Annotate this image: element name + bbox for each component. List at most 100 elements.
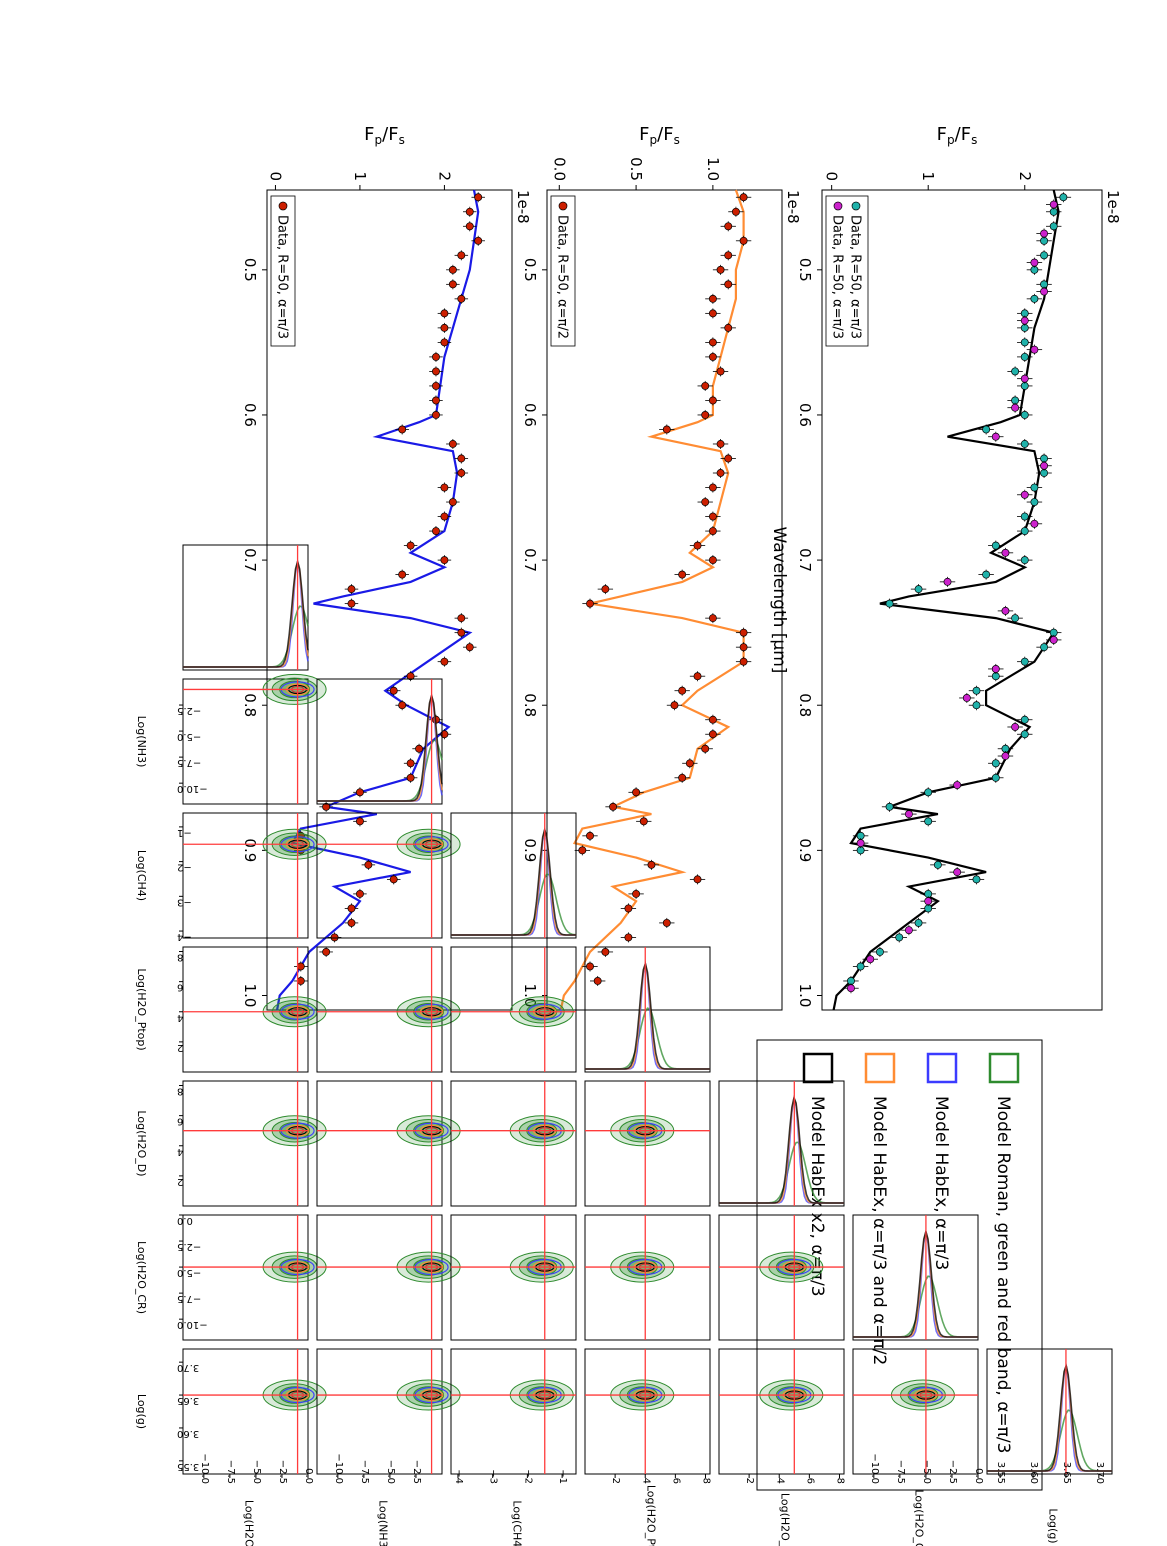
corner-ytick-label: 3.70 — [177, 1362, 199, 1373]
spectrum-top-data-point — [457, 294, 466, 303]
spectrum-middle-ylabel: Fp/Fs — [639, 124, 680, 147]
spectrum-top-data-point — [406, 541, 415, 550]
spectrum-middle-data-point — [586, 831, 594, 840]
spectrum-middle-data-point — [624, 933, 633, 942]
spectrum-middle-xtick-label: 0.8 — [521, 693, 539, 717]
corner-marginal-curve — [451, 829, 576, 936]
corner-xtick-label: −4 — [453, 1469, 464, 1484]
spectrum-bottom-data-point — [1049, 222, 1058, 231]
spectrum-top-legend-marker — [278, 201, 288, 211]
spectrum-bottom-data-point — [1049, 635, 1058, 644]
spectrum-top-data-point — [296, 977, 305, 985]
spectrum-bottom-data-point — [847, 984, 855, 993]
spectrum-bottom-data-point — [1030, 294, 1039, 303]
corner-ytick-label: −10.0 — [177, 783, 208, 794]
corner-pair-axes — [316, 1348, 443, 1475]
spectrum-top-data-point — [432, 367, 440, 376]
corner-ytick-label: 0.0 — [177, 1215, 193, 1226]
spectrum-top-data-point — [440, 556, 449, 565]
spectrum-top-ytick-label: 1 — [351, 171, 369, 181]
corner-ytick-label: 6 — [177, 1116, 183, 1127]
spectrum-bottom-data-point — [991, 541, 1000, 550]
spectrum-middle-data-point — [708, 556, 717, 565]
spectrum-middle-xtick-label: 0.9 — [521, 838, 539, 862]
spectrum-top-data-point — [398, 701, 407, 710]
corner-xtick-label: −10.0 — [869, 1453, 880, 1484]
model-legend-swatch — [802, 1052, 834, 1084]
corner-marginal-curve — [987, 1362, 1112, 1472]
corner-xtick-label: −10.0 — [199, 1453, 210, 1484]
corner-ytick-label: −2 — [177, 862, 192, 873]
spectrum-middle-data-point — [708, 352, 717, 361]
spectrum-bottom-data-point — [904, 810, 913, 819]
spectrum-bottom-data-point — [875, 947, 884, 956]
corner-pair-axes — [450, 1348, 577, 1475]
corner-xtick-label: 4 — [640, 1478, 651, 1484]
spectrum-bottom-data-point — [1040, 287, 1049, 296]
corner-pair-axes — [584, 1080, 711, 1207]
spectrum-middle-data-point — [624, 904, 633, 913]
corner-ylabel: Log(H2O_Ptop) — [135, 968, 148, 1050]
spectrum-bottom-ytick-label: 1 — [919, 171, 937, 181]
spectrum-middle-data-point — [708, 614, 717, 623]
spectrum-top-xtick-label: 0.9 — [241, 838, 259, 862]
spectrum-middle-data-point — [724, 280, 733, 289]
corner-xtick-label: −2.5 — [947, 1460, 958, 1484]
corner-pair-axes — [450, 1214, 577, 1341]
spectrum-top-xtick-label: 0.6 — [241, 403, 259, 427]
corner-ytick-label: 8 — [177, 952, 183, 963]
spectrum-top-data-point — [432, 527, 440, 536]
spectrum-middle-data-point — [662, 918, 671, 927]
spectrum-top-data-point — [406, 759, 415, 768]
spectrum-middle-data-point — [739, 643, 748, 652]
spectrum-middle-model-line — [559, 189, 745, 1011]
spectrum-bottom-data-point — [856, 839, 865, 848]
corner-xtick-label: −7.5 — [225, 1460, 236, 1484]
corner-xlabel: Log(H2O_Ptop) — [645, 1485, 658, 1546]
corner-xtick-label: −2.5 — [411, 1460, 422, 1484]
corner-ytick-label: −2.5 — [177, 1241, 201, 1252]
corner-marginal-curve — [451, 829, 576, 936]
corner-xtick-label: −3 — [488, 1469, 499, 1484]
corner-ylabel: Log(g) — [135, 1394, 148, 1429]
corner-ytick-label: 3.65 — [177, 1395, 199, 1406]
corner-ytick-label: −5.0 — [177, 1267, 201, 1278]
corner-pair-axes — [182, 1214, 309, 1341]
spectrum-bottom-data-point — [1020, 657, 1029, 666]
spectrum-bottom-xtick-label: 0.8 — [796, 693, 814, 717]
spectrum-middle-legend-label: Data, R=50, α=π/2 — [555, 215, 570, 339]
corner-ytick-label: −4 — [177, 931, 192, 942]
spectrum-bottom-offset-text: 1e-8 — [1104, 190, 1122, 224]
spectrum-middle-data-point — [708, 338, 717, 347]
corner-xlabel: Log(NH3) — [377, 1500, 390, 1546]
spectrum-top-data-point — [448, 280, 457, 289]
spectrum-bottom-data-point — [953, 781, 962, 789]
spectrum-bottom-legend-marker — [851, 201, 861, 211]
spectrum-top-data-point — [457, 614, 466, 623]
corner-xtick-label: 3.55 — [995, 1462, 1006, 1484]
spectrum-top-xtick-label: 1.0 — [241, 984, 259, 1008]
spectrum-bottom-axes — [821, 189, 1103, 1011]
spectrum-middle-offset-text: 1e-8 — [784, 190, 802, 224]
spectrum-middle-data-point — [701, 381, 710, 390]
spectrum-bottom-data-point — [1020, 316, 1029, 325]
spectrum-bottom-data-point — [1020, 440, 1029, 448]
spectrum-top-xtick-label: 0.5 — [241, 258, 259, 282]
spectrum-middle-data-point — [632, 788, 641, 797]
spectrum-top-xtick-label: 0.8 — [241, 693, 259, 717]
model-legend — [756, 1039, 1043, 1491]
model-legend-label: Model HabEx, α=π/3 — [931, 1096, 951, 1270]
corner-ylabel: Log(H2O_CR) — [135, 1241, 148, 1314]
corner-xlabel: Log(g) — [1047, 1508, 1060, 1543]
spectrum-bottom-xtick-label: 0.7 — [796, 548, 814, 572]
spectrum-bottom-ylabel: Fp/Fs — [937, 124, 978, 147]
spectrum-middle-data-point — [739, 236, 748, 245]
spectrum-bottom-data-point — [1020, 374, 1029, 383]
corner-xtick-label: −10.0 — [333, 1453, 344, 1484]
model-legend-swatch — [926, 1052, 958, 1084]
spectrum-top-data-point — [389, 686, 398, 695]
corner-diagonal-axes — [718, 1080, 845, 1207]
corner-xtick-label: −7.5 — [359, 1460, 370, 1484]
corner-ytick-label: 3.55 — [177, 1461, 199, 1472]
